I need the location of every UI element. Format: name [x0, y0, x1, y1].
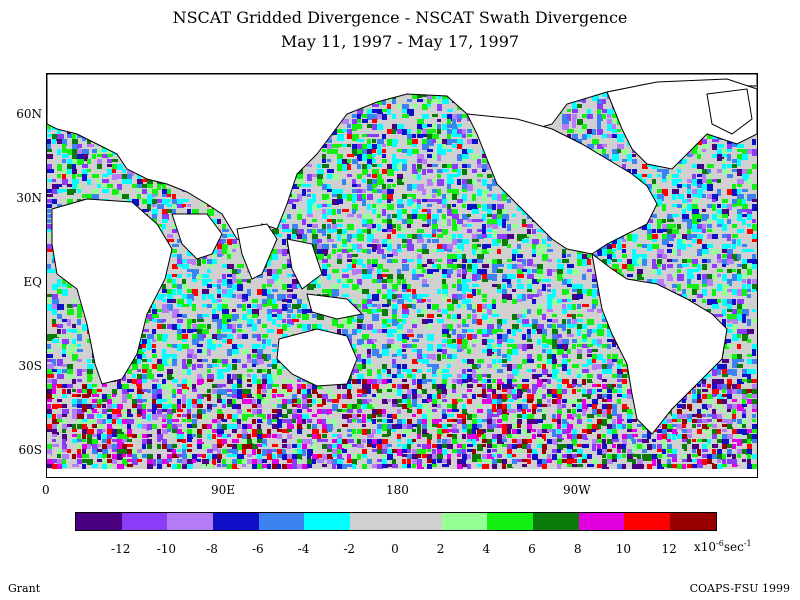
colorbar-tick-label: -4 — [297, 542, 310, 556]
lat-label-60s: 60S — [18, 443, 43, 457]
colorbar-swatch — [578, 513, 625, 530]
colorbar-tick-label: -12 — [111, 542, 131, 556]
lat-label-30s: 30S — [18, 359, 43, 373]
colorbar-tick-label: 12 — [661, 542, 677, 556]
colorbar-swatch — [167, 513, 214, 530]
map-canvas — [47, 74, 757, 477]
lon-label-180: 180 — [386, 483, 409, 497]
lon-label-90w: 90W — [563, 483, 591, 497]
colorbar-swatch — [532, 513, 579, 530]
colorbar-swatch — [350, 513, 396, 530]
colorbar-tick-label: -2 — [343, 542, 356, 556]
colorbar — [75, 512, 717, 531]
colorbar-tick-label: 8 — [573, 542, 582, 556]
colorbar-swatch — [624, 513, 670, 530]
colorbar-tick-label: 0 — [391, 542, 399, 556]
units-mid: sec — [723, 540, 744, 554]
colorbar-swatch — [669, 513, 716, 530]
colorbar-tick-label: 6 — [528, 542, 536, 556]
colorbar-swatch — [395, 513, 442, 530]
colorbar-tick-label: -8 — [206, 542, 218, 556]
colorbar-swatch — [487, 513, 533, 530]
lon-label-90e: 90E — [211, 483, 236, 497]
credit-label: COAPS-FSU 1999 — [689, 582, 790, 595]
units-exponent-2: -1 — [743, 539, 752, 548]
colorbar-swatch — [121, 513, 168, 530]
colorbar-swatch — [213, 513, 259, 530]
colorbar-swatch — [76, 513, 122, 530]
author-label: Grant — [8, 582, 41, 595]
lon-label-0: 0 — [42, 483, 50, 497]
units-base: x10 — [694, 540, 717, 554]
colorbar-swatch — [304, 513, 351, 530]
map-title: NSCAT Gridded Divergence - NSCAT Swath D… — [172, 8, 628, 27]
lat-label-eq: EQ — [23, 275, 42, 289]
map-date-range: May 11, 1997 - May 17, 1997 — [280, 32, 520, 51]
lat-label-30n: 30N — [16, 191, 42, 205]
colorbar-units: x10-6sec-1 — [694, 539, 752, 554]
lat-label-60n: 60N — [16, 107, 42, 121]
units-exponent: -6 — [716, 539, 724, 548]
colorbar-tick-label: 10 — [615, 542, 632, 556]
colorbar-tick-label: 2 — [436, 542, 445, 556]
colorbar-tick-label: 4 — [482, 542, 491, 556]
colorbar-swatch — [441, 513, 488, 530]
divergence-map — [46, 73, 758, 478]
colorbar-swatch — [258, 513, 305, 530]
colorbar-tick-label: -6 — [251, 542, 264, 556]
colorbar-tick-label: -10 — [156, 542, 177, 556]
